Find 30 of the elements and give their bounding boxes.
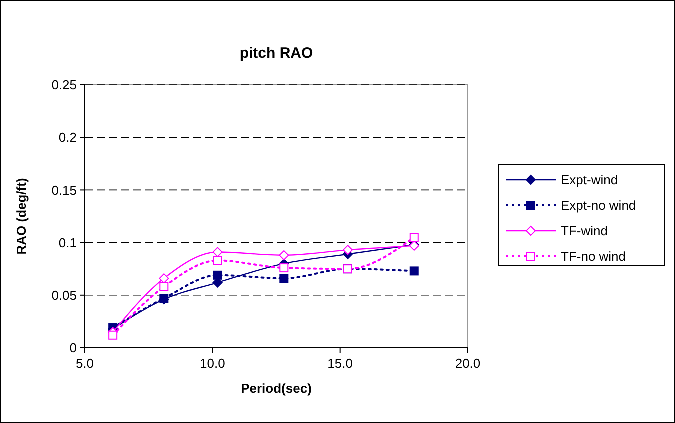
legend-label: TF-wind <box>561 224 608 239</box>
y-tick-label: 0.2 <box>58 130 77 146</box>
legend-label: Expt-wind <box>561 172 618 188</box>
point <box>159 274 170 284</box>
x-tick-label: 20.0 <box>455 356 481 371</box>
point <box>108 330 118 340</box>
y-tick-label: 0.25 <box>52 78 77 93</box>
y-tick-label: 0.15 <box>52 182 77 198</box>
point <box>213 256 222 266</box>
point <box>342 245 353 256</box>
point <box>160 282 169 292</box>
x-tick-label: 10.0 <box>200 356 226 371</box>
legend-label: Expt-no wind <box>561 198 636 214</box>
point <box>213 270 222 280</box>
chart-title: pitch RAO <box>240 45 314 62</box>
x-tick-label: 15.0 <box>328 356 353 371</box>
y-tick-label: 0 <box>70 340 77 356</box>
point <box>280 274 289 284</box>
point <box>279 250 290 260</box>
x-axis-title: Period(sec) <box>241 381 312 396</box>
point <box>160 294 169 304</box>
y-tick-label: 0.1 <box>58 235 77 250</box>
y-tick-label: 0.05 <box>52 288 77 303</box>
point <box>212 247 223 258</box>
x-tick-label: 5.0 <box>76 356 94 371</box>
point <box>280 264 289 273</box>
y-axis-title: RAO (deg/ft) <box>14 178 29 255</box>
point <box>410 233 419 242</box>
point <box>410 266 419 276</box>
legend-label: TF-no wind <box>561 249 626 264</box>
